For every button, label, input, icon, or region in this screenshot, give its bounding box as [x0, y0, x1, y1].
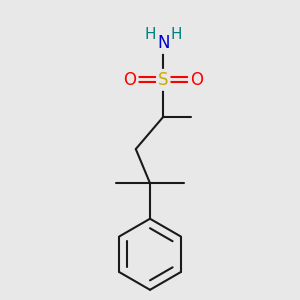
- Text: O: O: [124, 71, 136, 89]
- Text: S: S: [158, 71, 169, 89]
- Text: H: H: [144, 27, 156, 42]
- Text: H: H: [171, 27, 182, 42]
- Text: N: N: [157, 34, 169, 52]
- Text: O: O: [190, 71, 203, 89]
